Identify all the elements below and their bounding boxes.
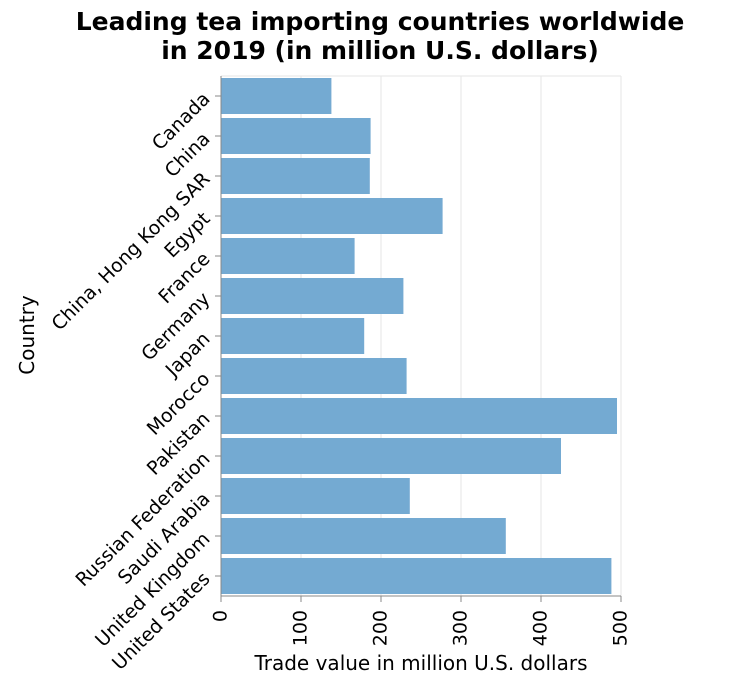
x-axis-title: Trade value in million U.S. dollars: [253, 651, 587, 675]
bar: [221, 198, 443, 234]
bar: [221, 558, 612, 594]
bar: [221, 238, 355, 274]
x-tick-label: 500: [610, 610, 632, 646]
bar: [221, 278, 404, 314]
chart-title-line-2: in 2019 (in million U.S. dollars): [161, 36, 599, 65]
bar: [221, 518, 506, 554]
x-tick-label: 400: [530, 610, 552, 646]
x-tick-label: 0: [210, 610, 232, 622]
x-tick-label: 100: [290, 610, 312, 646]
bar: [221, 118, 371, 154]
x-tick-label: 200: [370, 610, 392, 646]
bar: [221, 398, 617, 434]
bar: [221, 358, 407, 394]
x-tick-label: 300: [450, 610, 472, 646]
y-axis-title: Country: [15, 295, 39, 375]
bar: [221, 478, 410, 514]
bar: [221, 78, 332, 114]
bar: [221, 318, 365, 354]
bar: [221, 438, 561, 474]
chart-title-line-1: Leading tea importing countries worldwid…: [76, 7, 685, 36]
bar: [221, 158, 370, 194]
bars: [221, 78, 617, 594]
